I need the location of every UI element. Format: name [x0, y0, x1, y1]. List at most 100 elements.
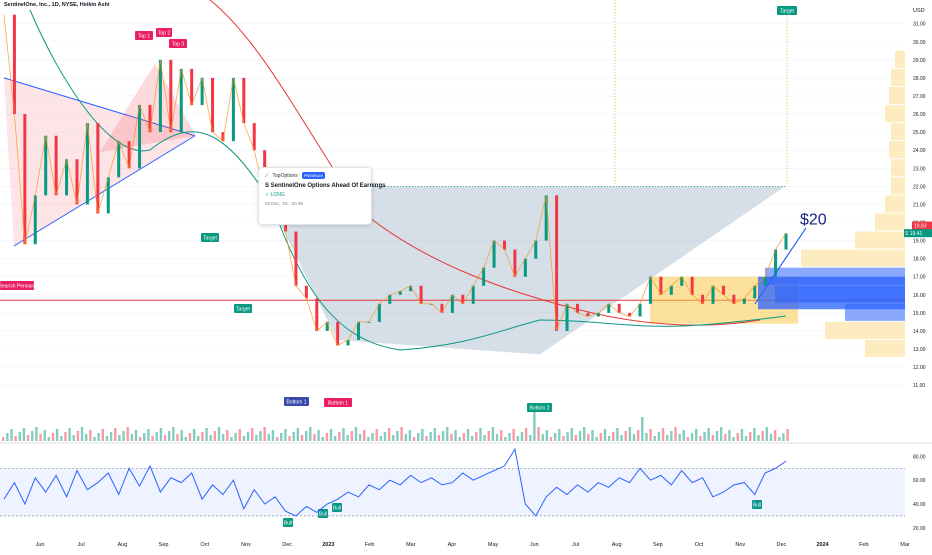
volume-bar-78 — [325, 433, 329, 441]
rsi-bull-1: Bull — [284, 521, 292, 527]
volume-bar-17 — [72, 435, 75, 441]
volume-bar-63 — [263, 427, 266, 441]
price-candle-4 — [44, 135, 48, 196]
volume-bar-24 — [101, 429, 104, 441]
volume-bar-29 — [122, 431, 125, 441]
volume-bar-155 — [645, 433, 648, 441]
volume-bar-130 — [541, 434, 544, 441]
time-tick-18: Dec — [777, 542, 787, 548]
volume-bar-92 — [383, 432, 387, 441]
rsi-tick-2: 40.00 — [913, 502, 926, 508]
price-tick-2: 29.00 — [913, 58, 926, 64]
time-tick-13: Jul — [572, 542, 579, 548]
time-tick-1: Jul — [78, 542, 85, 548]
idea-card[interactable]: ⟋ TopOptions PREMIUM S SentinelOne Optio… — [258, 167, 386, 225]
volume-bar-188 — [782, 433, 785, 441]
price-candle-55 — [575, 303, 579, 313]
time-tick-20: Feb — [859, 542, 868, 548]
time-tick-6: Dec — [282, 542, 292, 548]
volume-bar-101 — [421, 429, 424, 441]
volume-bar-38 — [159, 428, 163, 441]
price-candle-17 — [179, 68, 183, 133]
author-icon: ⟋ — [265, 172, 269, 179]
time-tick-5: Nov — [241, 542, 251, 548]
idea-date: 03 Dec, '22 · 20:49 — [265, 201, 303, 206]
volume-bar-169 — [703, 432, 706, 441]
volume-bar-55 — [230, 437, 233, 441]
currency-label: USD — [913, 8, 925, 14]
volume-bar-11 — [47, 437, 51, 441]
volume-bar-10 — [43, 430, 46, 441]
projection-arrow — [754, 227, 807, 305]
price-candle-37 — [388, 294, 392, 304]
volume-bar-77 — [321, 437, 324, 441]
time-tick-12: Jun — [530, 542, 539, 548]
volume-bar-115 — [479, 428, 482, 441]
volume-bar-66 — [275, 437, 279, 441]
volume-bar-159 — [661, 428, 665, 441]
volume-bar-154 — [641, 417, 644, 441]
volume-bar-132 — [549, 437, 553, 441]
volume-bar-131 — [545, 430, 549, 441]
volume-bar-181 — [753, 428, 756, 441]
price-tick-19: 12.00 — [913, 365, 926, 371]
price-candle-9 — [96, 123, 100, 214]
volume-bar-44 — [184, 437, 187, 441]
volume-bar-30 — [126, 427, 129, 441]
price-candle-39 — [409, 285, 413, 292]
volume-bar-161 — [670, 431, 673, 441]
price-candle-70 — [732, 294, 736, 304]
volume-bar-134 — [558, 429, 561, 441]
bearish-pennant-shape — [4, 77, 195, 246]
price-candle-72 — [753, 285, 757, 299]
volume-bar-5 — [22, 428, 26, 441]
volume-bar-76 — [317, 430, 320, 441]
volume-profile-bar-5 — [801, 249, 905, 267]
rsi-bull-1-bg — [283, 518, 293, 527]
label-target-1: Target — [203, 236, 218, 242]
volume-bar-3 — [14, 436, 17, 441]
volume-bar-150 — [624, 431, 627, 441]
label-bearish-pennant-bg — [0, 281, 34, 290]
idea-author[interactable]: TopOptions — [272, 172, 298, 179]
volume-bar-19 — [80, 427, 84, 441]
volume-bar-107 — [446, 427, 449, 441]
volume-bar-129 — [537, 427, 540, 441]
volume-bar-79 — [329, 429, 333, 441]
volume-bar-168 — [699, 436, 702, 441]
price-candle-68 — [711, 285, 715, 304]
volume-profile-bar-0 — [865, 339, 905, 358]
volume-bar-43 — [180, 430, 183, 441]
volume-bar-22 — [93, 437, 96, 441]
volume-bar-13 — [55, 429, 59, 441]
volume-bar-1 — [6, 433, 9, 441]
volume-bar-170 — [707, 428, 710, 441]
price-tick-8: 23.00 — [913, 166, 926, 172]
time-tick-9: Mar — [406, 542, 416, 548]
volume-bars — [2, 411, 789, 441]
volume-bar-141 — [587, 434, 590, 441]
volume-bar-104 — [433, 428, 436, 441]
price-candle-23 — [242, 77, 246, 124]
price-candle-48 — [502, 240, 506, 250]
price-candle-22 — [231, 77, 235, 142]
volume-bar-153 — [636, 430, 640, 441]
price-candle-49 — [513, 249, 517, 277]
volume-bar-61 — [255, 435, 258, 441]
price-tick-1: 30.00 — [913, 40, 926, 46]
volume-bar-0 — [2, 437, 5, 441]
price-tag-upper-bg — [912, 221, 932, 230]
volume-bar-142 — [591, 430, 594, 441]
price-candle-50 — [523, 258, 527, 277]
label-top-2: Top 2 — [158, 31, 170, 37]
volume-bar-39 — [163, 435, 167, 441]
premium-badge: PREMIUM — [301, 172, 325, 179]
price-candle-42 — [440, 303, 444, 313]
volume-bar-21 — [89, 430, 92, 441]
idea-title[interactable]: S SentinelOne Options Ahead Of Earnings — [265, 183, 386, 189]
price-candle-74 — [774, 249, 778, 277]
rsi-band — [0, 468, 905, 516]
volume-bar-36 — [151, 436, 154, 441]
